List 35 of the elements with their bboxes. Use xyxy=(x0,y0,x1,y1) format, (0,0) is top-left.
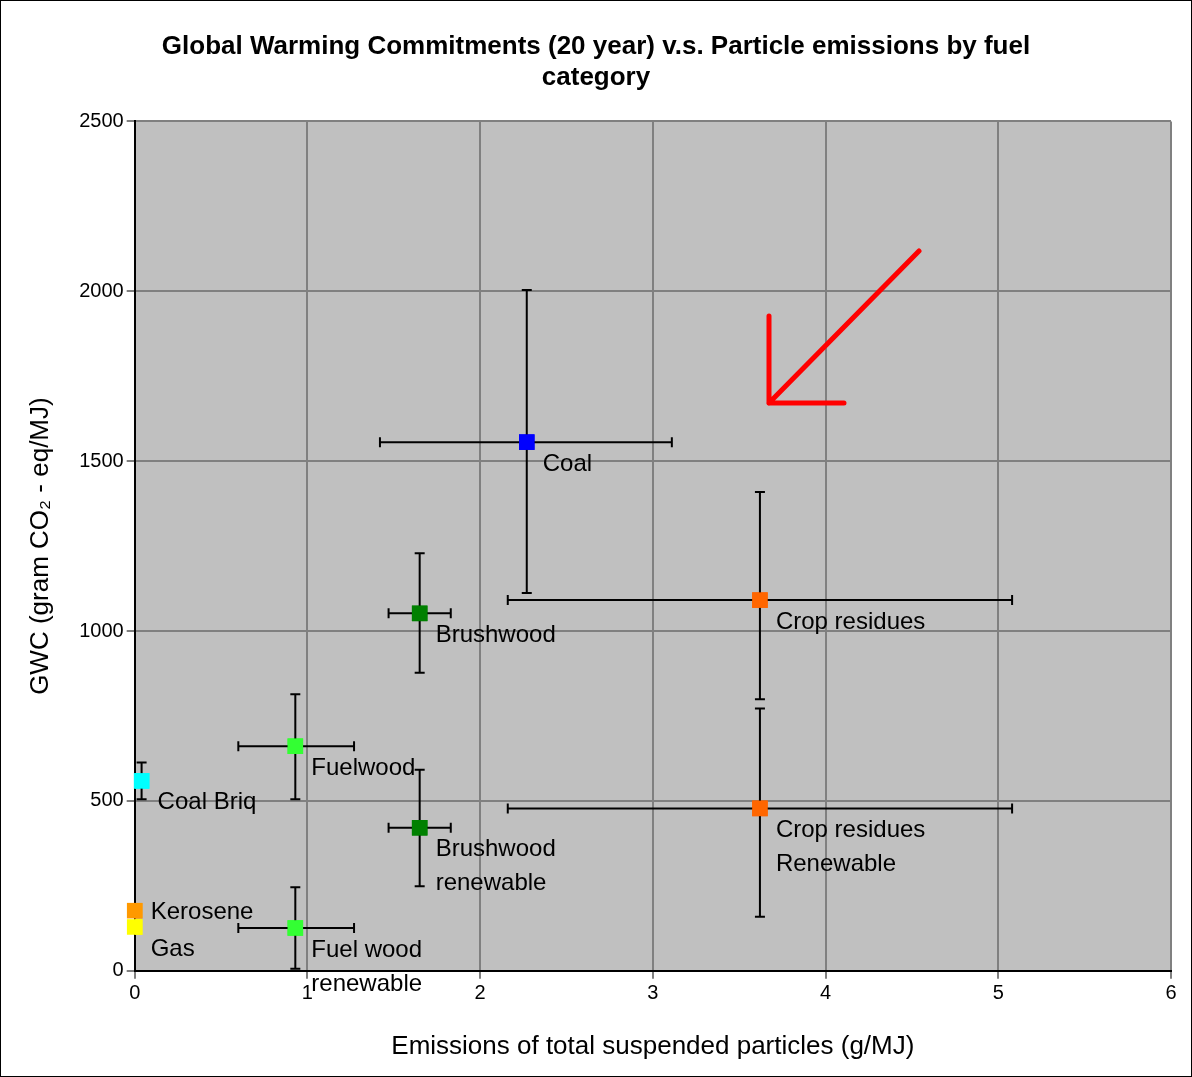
annotation: Brushwood renewable xyxy=(435,834,556,896)
annotation: Crop residues Renewable xyxy=(775,815,926,877)
annotation: Gas xyxy=(150,933,195,961)
x-tick-label: 5 xyxy=(992,981,1004,1004)
annotation: Crop residues xyxy=(775,606,926,634)
y-tick-label: 0 xyxy=(112,958,124,981)
point xyxy=(287,738,304,754)
x-tick-label: 1 xyxy=(301,981,313,1004)
y-tick-label: 1500 xyxy=(79,448,124,471)
point xyxy=(752,800,768,817)
annotation: Coal Briq xyxy=(157,787,257,815)
y-tick-label: 500 xyxy=(90,788,124,811)
x-tick-label: 6 xyxy=(1165,981,1177,1004)
point xyxy=(411,605,428,622)
point xyxy=(126,919,143,935)
point xyxy=(287,920,304,936)
x-tick-label: 4 xyxy=(820,981,832,1004)
annotation: Fuelwood xyxy=(311,752,416,780)
y-axis-title: GWC (gram CO₂ - eq/MJ) xyxy=(23,397,54,695)
annotation: Coal xyxy=(542,448,593,476)
x-tick-label: 2 xyxy=(474,981,486,1004)
point xyxy=(518,434,535,450)
y-tick-label: 2000 xyxy=(79,278,124,301)
y-tick-label: 1000 xyxy=(79,618,124,641)
chart-title: Global Warming Commitments (20 year) v.s. Particle emissions by fuel category xyxy=(161,29,1031,91)
annotation: Kerosene xyxy=(150,897,254,925)
point xyxy=(411,819,428,836)
annotation: Fuel wood renewable xyxy=(311,934,423,996)
point xyxy=(752,592,768,608)
x-axis-title: Emissions of total suspended particles (g/MJ) xyxy=(391,1029,915,1060)
x-tick-label: 3 xyxy=(647,981,659,1004)
point xyxy=(126,902,143,919)
y-tick-label: 2500 xyxy=(79,108,124,131)
annotation: Brushwood xyxy=(435,620,556,647)
x-tick-label: 0 xyxy=(129,981,141,1004)
